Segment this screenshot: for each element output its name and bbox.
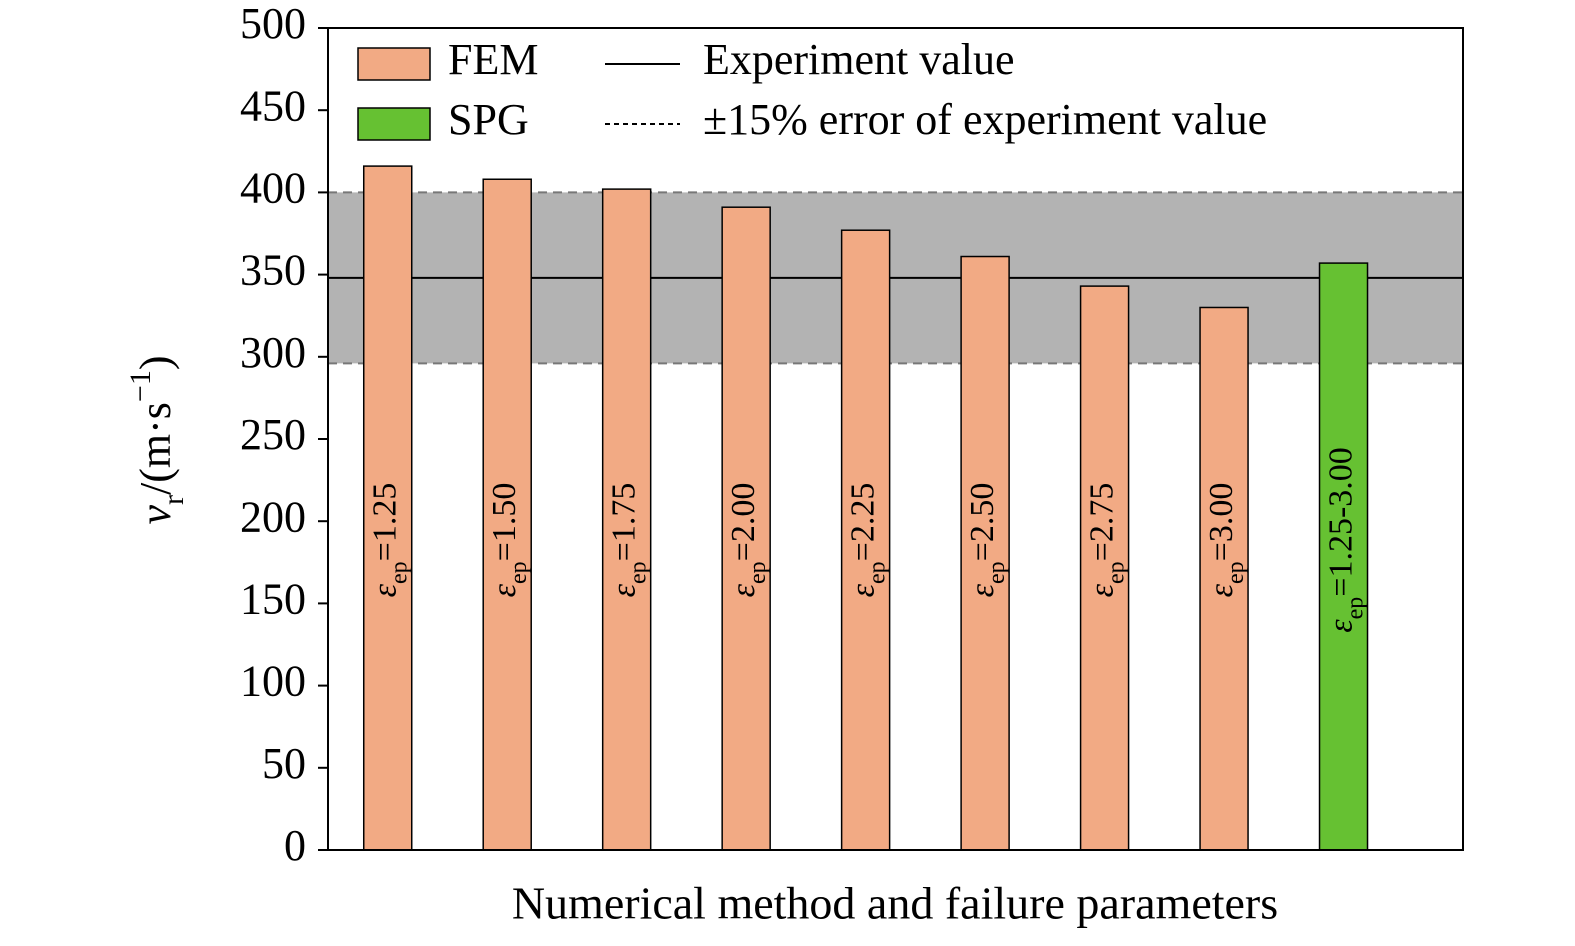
category-subscript: ep bbox=[1223, 561, 1249, 584]
category-subscript: ep bbox=[864, 561, 890, 584]
category-subscript: ep bbox=[984, 561, 1010, 584]
x-axis-label: Numerical method and failure parameters bbox=[512, 878, 1278, 929]
category-symbol: ε bbox=[1322, 619, 1359, 633]
bar bbox=[1318, 262, 1369, 851]
y-label-sup: −1 bbox=[124, 370, 157, 402]
category-subscript: ep bbox=[745, 561, 771, 584]
legend-swatch bbox=[357, 107, 431, 141]
category-label: εep=1.25-3.00 bbox=[1322, 447, 1368, 633]
y-tick-label: 300 bbox=[240, 328, 306, 377]
category-label: εep=3.00 bbox=[1203, 483, 1249, 598]
category-value: =1.25 bbox=[367, 483, 404, 562]
category-value: =1.75 bbox=[605, 483, 642, 562]
category-symbol: ε bbox=[1203, 583, 1240, 597]
plot-frame bbox=[327, 27, 1464, 851]
category-symbol: ε bbox=[486, 583, 523, 597]
category-value: =1.25-3.00 bbox=[1322, 447, 1359, 597]
category-subscript: ep bbox=[386, 561, 412, 584]
category-value: =2.25 bbox=[844, 483, 881, 562]
y-tick-label: 500 bbox=[240, 0, 306, 48]
y-tick-label: 250 bbox=[240, 410, 306, 459]
bar bbox=[960, 255, 1010, 851]
category-label: εep=2.75 bbox=[1083, 483, 1129, 598]
y-tick-label: 0 bbox=[284, 821, 306, 870]
category-value: =2.75 bbox=[1083, 483, 1120, 562]
bar bbox=[601, 188, 652, 851]
category-subscript: ep bbox=[1103, 561, 1129, 584]
y-tick-label: 200 bbox=[240, 492, 306, 541]
category-symbol: ε bbox=[964, 583, 1001, 597]
category-symbol: ε bbox=[844, 583, 881, 597]
category-subscript: ep bbox=[625, 561, 651, 584]
y-tick-label: 400 bbox=[240, 163, 306, 212]
legend-label: FEM bbox=[448, 35, 538, 84]
y-tick-label: 150 bbox=[240, 574, 306, 623]
bar bbox=[721, 206, 771, 851]
category-label: εep=1.75 bbox=[605, 483, 651, 598]
y-label-sub: r bbox=[157, 495, 190, 505]
legend-label: SPG bbox=[448, 95, 529, 144]
category-symbol: ε bbox=[1083, 583, 1120, 597]
bar bbox=[482, 178, 532, 851]
bar bbox=[840, 229, 891, 851]
category-symbol: ε bbox=[605, 583, 642, 597]
category-value: =3.00 bbox=[1203, 483, 1240, 562]
y-label-close: ) bbox=[131, 356, 180, 371]
legend-label: ±15% error of experiment value bbox=[703, 95, 1267, 144]
legend-swatch bbox=[357, 47, 431, 81]
category-value: =1.50 bbox=[486, 483, 523, 562]
bar bbox=[362, 165, 413, 851]
category-label: εep=1.25 bbox=[367, 483, 413, 598]
y-tick-label: 450 bbox=[240, 81, 306, 130]
category-symbol: ε bbox=[725, 583, 762, 597]
category-value: =2.00 bbox=[725, 483, 762, 562]
y-label-unit: /(m·s bbox=[131, 402, 180, 495]
category-label: εep=2.50 bbox=[964, 483, 1010, 598]
y-tick-label: 100 bbox=[240, 657, 306, 706]
category-label: εep=1.50 bbox=[486, 483, 532, 598]
category-symbol: ε bbox=[367, 583, 404, 597]
category-label: εep=2.00 bbox=[725, 483, 771, 598]
y-axis-label: vr/(m·s−1) bbox=[124, 356, 190, 525]
y-tick-label: 350 bbox=[240, 246, 306, 295]
y-label-main: v bbox=[131, 505, 180, 525]
category-subscript: ep bbox=[506, 561, 532, 584]
legend-label: Experiment value bbox=[703, 35, 1015, 84]
category-subscript: ep bbox=[1342, 597, 1368, 620]
y-tick-label: 50 bbox=[262, 739, 306, 788]
category-label: εep=2.25 bbox=[844, 483, 890, 598]
category-value: =2.50 bbox=[964, 483, 1001, 562]
bar bbox=[1199, 306, 1249, 851]
